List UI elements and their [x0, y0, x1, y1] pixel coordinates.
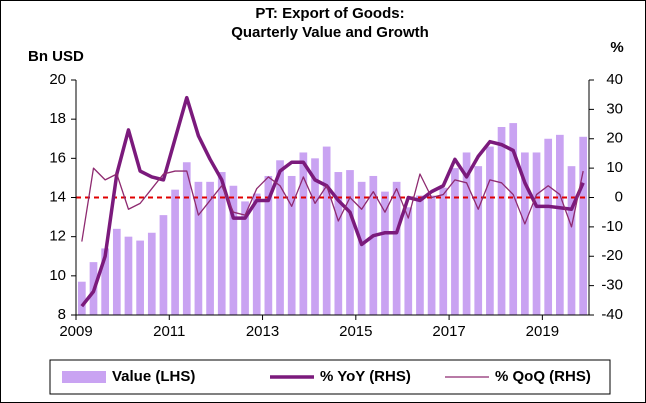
bar	[544, 138, 553, 315]
x-tick-label: 2009	[59, 323, 92, 340]
y2-tick-label: 10	[606, 159, 623, 176]
bar	[521, 152, 529, 315]
bar	[497, 127, 506, 315]
bar	[451, 168, 459, 315]
y2-tick-label: -40	[601, 306, 623, 323]
x-tick-label: 2013	[246, 323, 279, 340]
bar	[439, 187, 448, 315]
y-tick-label: 18	[49, 110, 66, 127]
bar	[206, 181, 214, 315]
bar	[357, 181, 366, 315]
bar	[322, 146, 331, 315]
x-tick-label: 2017	[432, 323, 465, 340]
bar	[404, 207, 413, 315]
bar	[182, 162, 191, 315]
y2-tick-label: 20	[606, 130, 623, 147]
bar	[509, 123, 518, 315]
bar	[427, 195, 436, 315]
x-tick-label: 2011	[153, 323, 185, 340]
bar	[159, 215, 168, 315]
y-axis-label: Bn USD	[28, 48, 84, 65]
bar	[276, 160, 284, 315]
bar	[124, 236, 133, 315]
bar	[229, 185, 238, 315]
bar	[556, 134, 564, 315]
y-tick-label: 20	[49, 71, 66, 88]
x-tick-label: 2015	[339, 323, 372, 340]
chart-title: Quarterly Value and Growth	[231, 24, 429, 41]
bar	[252, 193, 261, 315]
bar	[579, 136, 588, 315]
bar	[147, 232, 156, 315]
y2-tick-label: -10	[601, 218, 623, 235]
y-tick-label: 10	[49, 267, 66, 284]
legend-label: % YoY (RHS)	[320, 368, 411, 385]
x-tick-label: 2019	[526, 323, 559, 340]
y-tick-label: 8	[58, 306, 66, 323]
bar	[217, 172, 226, 315]
bar	[346, 170, 354, 315]
bar	[299, 152, 308, 315]
bar	[194, 181, 203, 315]
bar	[264, 175, 273, 315]
bar	[77, 281, 86, 315]
y2-axis-label: %	[610, 39, 623, 56]
bar	[486, 146, 494, 315]
y2-tick-label: 40	[606, 71, 623, 88]
legend-box	[49, 359, 611, 395]
bar	[171, 189, 179, 315]
bar	[416, 195, 424, 315]
y2-tick-label: -30	[601, 277, 623, 294]
y2-tick-label: 0	[615, 188, 623, 205]
bar	[474, 166, 483, 315]
bar	[532, 152, 541, 315]
y2-tick-label: 30	[606, 100, 623, 117]
bar	[287, 175, 296, 315]
bar	[462, 152, 471, 315]
chart-title: PT: Export of Goods:	[255, 5, 404, 22]
bar	[311, 158, 319, 315]
bar	[392, 181, 401, 315]
y-tick-label: 12	[49, 228, 66, 245]
bar	[381, 191, 389, 315]
bar	[136, 240, 144, 315]
legend-swatch	[62, 371, 106, 383]
legend-label: Value (LHS)	[112, 368, 195, 385]
y2-tick-label: -20	[601, 247, 623, 264]
line-series	[81, 167, 584, 242]
bar	[241, 201, 249, 315]
legend-label: % QoQ (RHS)	[495, 368, 591, 385]
y-tick-label: 14	[49, 188, 66, 205]
bar	[101, 248, 109, 315]
bar	[567, 166, 576, 315]
y-tick-label: 16	[49, 149, 66, 166]
bar	[112, 228, 121, 315]
bar	[334, 172, 343, 315]
bar	[369, 175, 378, 315]
